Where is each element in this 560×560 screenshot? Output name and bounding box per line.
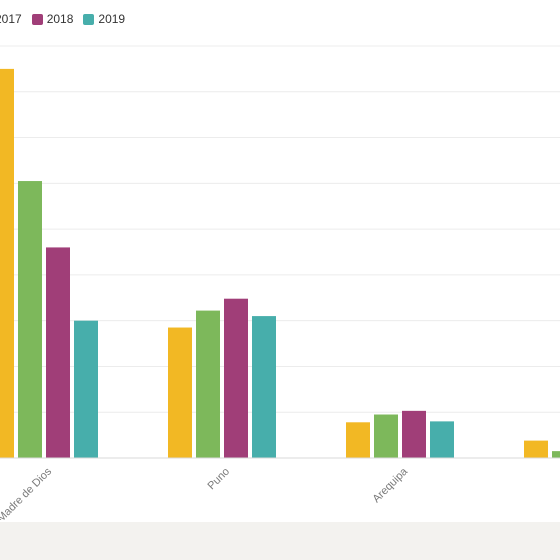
legend-swatch — [31, 13, 43, 25]
bar-2019-arequipa[interactable] — [430, 421, 454, 458]
bar-2016-piura[interactable] — [524, 440, 548, 458]
bar-2018-madre-de-dios[interactable] — [46, 247, 70, 458]
x-tick-label: Madre de Dios — [0, 465, 54, 520]
legend-swatch — [83, 13, 95, 25]
bar-2017-puno[interactable] — [196, 310, 220, 458]
footer-band — [0, 522, 560, 560]
bar-2019-puno[interactable] — [252, 316, 276, 458]
bar-2016-puno[interactable] — [168, 327, 192, 458]
bars — [0, 68, 560, 459]
legend-label: 2017 — [0, 12, 22, 26]
bar-2016-arequipa[interactable] — [346, 422, 370, 458]
x-tick-label: Puno — [205, 466, 232, 493]
bar-2017-arequipa[interactable] — [374, 414, 398, 458]
bar-2017-madre-de-dios[interactable] — [18, 181, 42, 459]
legend-item-2019[interactable]: 2019 — [83, 12, 125, 26]
bar-2016-madre-de-dios[interactable] — [0, 68, 14, 458]
bar-2017-piura[interactable] — [552, 451, 560, 458]
legend-item-2017[interactable]: 2017 — [0, 12, 22, 26]
chart-legend: 2017 2018 2019 — [0, 9, 135, 29]
bar-2018-arequipa[interactable] — [402, 410, 426, 458]
x-tick-label: Arequipa — [370, 465, 410, 505]
legend-item-2018[interactable]: 2018 — [31, 12, 74, 26]
bar-chart: Madre de DiosPunoArequipaPiura — [0, 45, 560, 520]
gridlines — [0, 45, 560, 413]
legend-label: 2018 — [46, 12, 74, 26]
legend-label: 2019 — [98, 12, 126, 26]
bar-2019-madre-de-dios[interactable] — [74, 320, 98, 458]
bar-2018-puno[interactable] — [224, 298, 248, 458]
